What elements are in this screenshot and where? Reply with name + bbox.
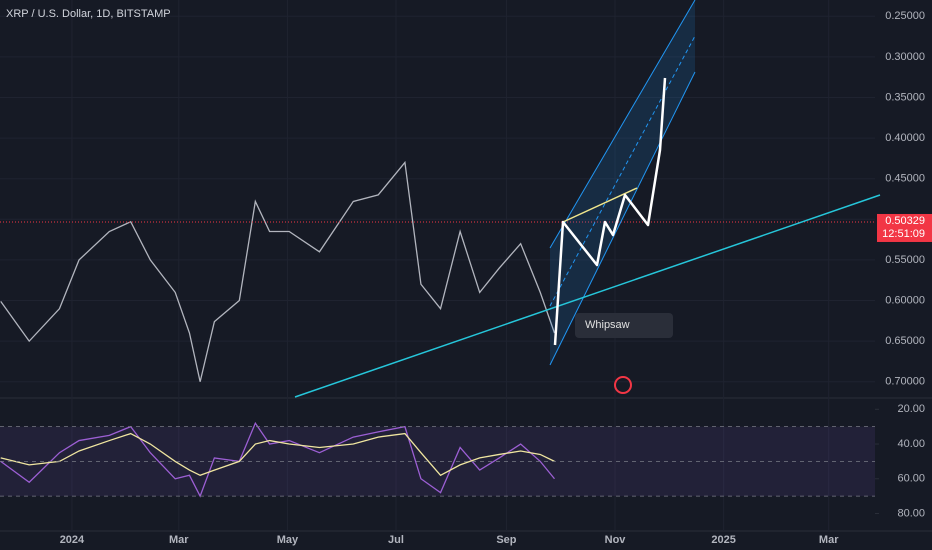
x-tick-label: Sep [496, 534, 516, 546]
x-tick-label: Nov [605, 534, 627, 546]
price-line [0, 160, 556, 382]
y-tick-label: 0.60000 [885, 294, 925, 306]
pen-drawing [553, 77, 667, 346]
x-tick-label: Jul [388, 534, 404, 546]
channel-fill [550, 0, 695, 365]
channel-mid [549, 35, 696, 307]
x-tick-label: 2025 [711, 534, 735, 546]
x-tick-label: Mar [169, 534, 189, 546]
y-tick-label: 20.00 [897, 403, 925, 415]
drawings [294, 0, 881, 398]
annotation-text: Whipsaw [585, 319, 630, 331]
event-icon [614, 376, 632, 394]
y-tick-label: 0.65000 [885, 335, 925, 347]
y-tick-label: 0.40000 [885, 132, 925, 144]
x-tick-label: Mar [819, 534, 839, 546]
y-tick-label: 0.35000 [885, 91, 925, 103]
countdown-label: 12:51:09 [882, 228, 925, 240]
price-line [0, 421, 555, 498]
chart-title: XRP / U.S. Dollar, 1D, BITSTAMP [6, 8, 171, 20]
y-tick-label: 0.70000 [885, 376, 925, 388]
channel-upper [549, 0, 696, 249]
y-tick-label: 0.30000 [885, 51, 925, 63]
last-price-box [877, 213, 932, 242]
top-line [562, 187, 638, 223]
trend-line [294, 194, 881, 398]
y-tick-label: 0.45000 [885, 173, 925, 185]
channel-lower [549, 71, 696, 366]
annotation-box [575, 313, 673, 338]
y-tick-label: 0.25000 [885, 10, 925, 22]
price-line [0, 432, 555, 477]
x-tick-label: May [277, 534, 299, 546]
y-tick-label: 60.00 [897, 473, 925, 485]
y-tick-label: 80.00 [897, 507, 925, 519]
y-tick-label: 40.00 [897, 438, 925, 450]
y-tick-label: 0.55000 [885, 254, 925, 266]
last-price-label: 0.50329 [885, 215, 925, 227]
x-tick-label: 2024 [60, 534, 85, 546]
price-axis [875, 0, 932, 550]
